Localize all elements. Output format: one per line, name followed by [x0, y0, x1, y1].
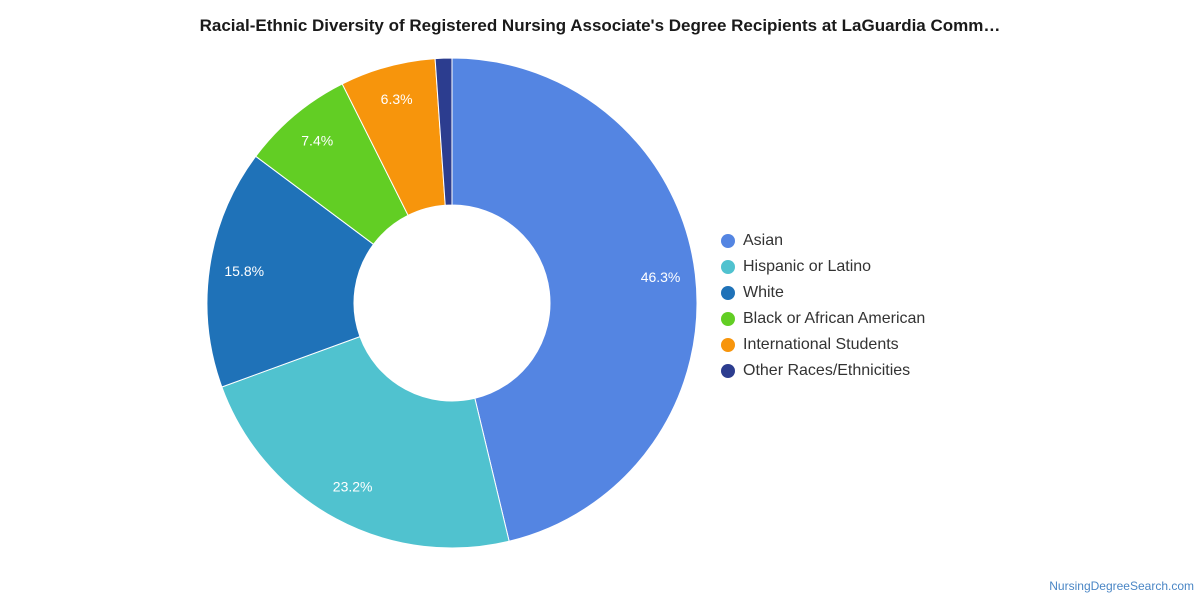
slice-value-label: 23.2%	[333, 479, 373, 495]
legend-label: Asian	[743, 232, 784, 249]
slice-white[interactable]	[206, 155, 375, 388]
slice-other-races-ethnicities[interactable]	[434, 57, 453, 206]
site-watermark[interactable]: NursingDegreeSearch.com	[1049, 579, 1194, 593]
chart-legend: Asian Hispanic or Latino White Black or Afr…	[721, 228, 925, 384]
legend-marker	[721, 234, 735, 248]
legend-item-other-races-ethnicities[interactable]: Other Races/Ethnicities	[721, 358, 925, 384]
slice-value-label: 15.8%	[224, 263, 264, 279]
legend-item-hispanic-or-latino[interactable]: Hispanic or Latino	[721, 254, 925, 280]
legend-item-asian[interactable]: Asian	[721, 228, 925, 254]
legend-label: Black or African American	[743, 310, 926, 327]
slice-hispanic-or-latino[interactable]	[221, 335, 510, 549]
chart-title: Racial-Ethnic Diversity of Registered Nu…	[199, 16, 1001, 35]
legend-item-black-or-african-american[interactable]: Black or African American	[721, 306, 925, 332]
legend-item-white[interactable]: White	[721, 280, 925, 306]
legend-marker	[721, 260, 735, 274]
legend-marker	[721, 364, 735, 378]
legend-marker	[721, 338, 735, 352]
legend-item-international-students[interactable]: International Students	[721, 332, 925, 358]
slice-value-label: 7.4%	[301, 133, 333, 149]
slice-value-label: 46.3%	[641, 269, 681, 285]
legend-label: International Students	[743, 336, 899, 353]
slice-value-label: 6.3%	[381, 91, 413, 107]
legend-marker	[721, 312, 735, 326]
legend-label: Other Races/Ethnicities	[743, 362, 911, 379]
slice-asian[interactable]	[451, 57, 698, 542]
legend-marker	[721, 286, 735, 300]
legend-label: Hispanic or Latino	[743, 258, 872, 275]
legend-label: White	[743, 284, 784, 301]
